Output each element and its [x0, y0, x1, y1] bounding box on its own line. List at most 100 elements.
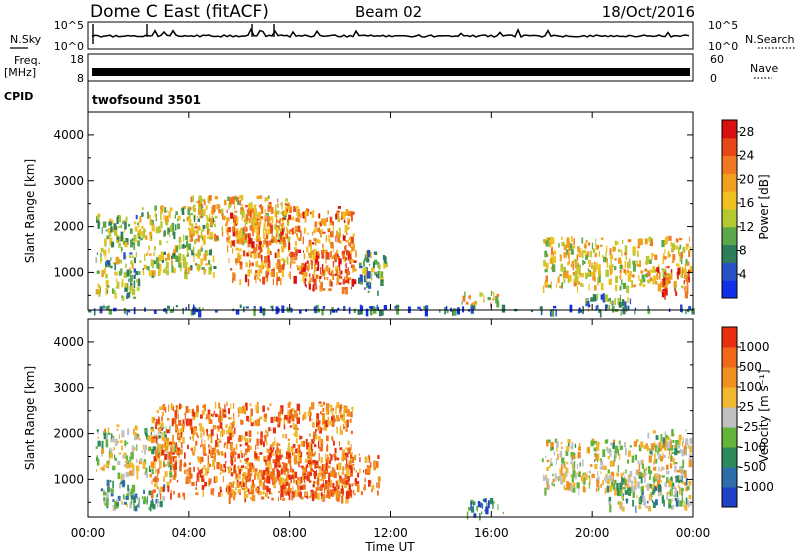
power-cell [282, 228, 284, 234]
velocity-cell [156, 493, 159, 497]
power-cell [147, 251, 149, 256]
power-cell [687, 276, 690, 283]
power-cell [495, 295, 499, 304]
velocity-cell [302, 466, 306, 473]
velocity-cell [280, 485, 284, 492]
velocity-cell [552, 483, 555, 487]
power-cell [148, 245, 150, 251]
power-cell [645, 255, 650, 264]
velocity-cell [199, 456, 202, 465]
velocity-cell [594, 464, 598, 470]
velocity-cell [250, 489, 255, 495]
velocity-cell [265, 460, 267, 466]
velocity-cell [555, 457, 557, 465]
velocity-cell [572, 469, 576, 477]
velocity-cell [291, 493, 294, 501]
power-cell [543, 259, 546, 267]
velocity-cell [555, 476, 557, 481]
velocity-cell [348, 460, 352, 465]
velocity-cell [155, 422, 158, 430]
power-cell [550, 253, 552, 258]
velocity-cell [609, 460, 614, 467]
power-cell [608, 298, 611, 302]
power-cell [263, 222, 266, 231]
power-cell [119, 259, 122, 264]
velocity-cell [102, 466, 104, 471]
power-cell [253, 308, 256, 316]
velocity-cell [318, 441, 320, 449]
velocity-cell [215, 413, 218, 418]
power-cell [595, 305, 597, 311]
velocity-cell [248, 464, 252, 473]
power-cell [632, 246, 636, 252]
power-cell [281, 258, 285, 261]
velocity-cell [340, 477, 343, 484]
power-cell [349, 236, 352, 240]
velocity-cell [329, 420, 333, 426]
power-region [227, 206, 355, 287]
velocity-cell [114, 454, 116, 459]
power-cell [303, 253, 306, 260]
velocity-cell [188, 409, 191, 413]
velocity-cell [283, 484, 286, 490]
velocity-cell [241, 482, 245, 488]
velocity-cell [599, 466, 603, 470]
power-cell [116, 216, 119, 225]
power-cell [131, 238, 135, 241]
velocity-cell [652, 430, 657, 434]
power-cell [160, 251, 165, 260]
velocity-cell [188, 462, 191, 465]
power-cell [687, 273, 690, 278]
velocity-cell [157, 452, 161, 456]
velocity-cell [116, 424, 120, 428]
power-cell [652, 266, 656, 273]
power-cell [248, 203, 252, 212]
velocity-cell [329, 480, 332, 488]
velocity-cell [337, 472, 340, 476]
velocity-cell [583, 477, 586, 485]
velocity-cell [170, 490, 172, 493]
noise-trace [91, 27, 690, 38]
velocity-cell [175, 424, 178, 430]
velocity-cell [336, 426, 338, 434]
velocity-cell [652, 488, 655, 495]
velocity-cell [201, 467, 204, 474]
power-cell [351, 211, 355, 215]
velocity-cell [649, 483, 652, 488]
velocity-cell [109, 449, 113, 452]
power-cell [266, 233, 268, 237]
velocity-cell [197, 435, 199, 438]
velocity-cell [668, 498, 672, 504]
power-cell [179, 257, 181, 265]
velocity-cell [679, 448, 682, 454]
velocity-cell [178, 451, 180, 459]
power-cell [325, 234, 328, 241]
velocity-cell [320, 492, 323, 497]
power-cell [611, 264, 614, 268]
velocity-cell [230, 422, 232, 426]
velocity-cell [305, 438, 308, 444]
velocity-cell [294, 458, 298, 465]
power-cell [210, 264, 212, 269]
velocity-cell [95, 446, 98, 449]
velocity-cell [654, 485, 658, 489]
velocity-cell [226, 484, 230, 491]
power-cell [159, 240, 162, 246]
velocity-cell [286, 463, 288, 466]
power-cell [280, 211, 283, 215]
power-cell [197, 235, 200, 243]
power-cell [211, 206, 213, 214]
power-cell [199, 215, 202, 219]
velocity-cell [247, 462, 250, 466]
power-cell [130, 239, 133, 248]
velocity-cell [235, 476, 238, 480]
power-cell [604, 299, 607, 302]
velocity-cell [180, 432, 183, 438]
power-cell [117, 226, 119, 229]
power-cell [287, 204, 291, 208]
power-cell [265, 197, 269, 202]
power-cell [384, 256, 387, 264]
velocity-cell [265, 441, 268, 446]
velocity-cell [497, 504, 499, 510]
velocity-cell [152, 489, 156, 493]
